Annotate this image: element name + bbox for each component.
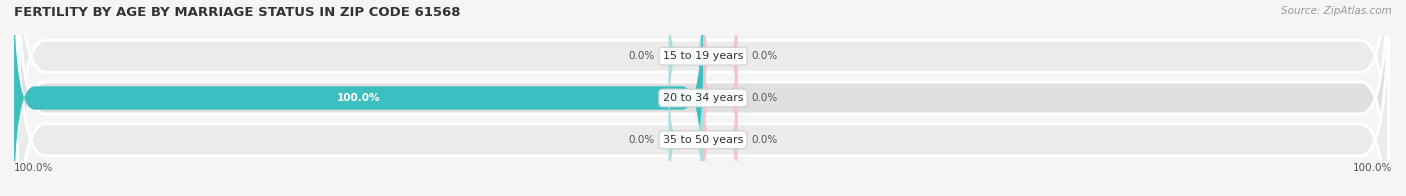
Text: 15 to 19 years: 15 to 19 years	[662, 51, 744, 61]
Text: 20 to 34 years: 20 to 34 years	[662, 93, 744, 103]
Text: 35 to 50 years: 35 to 50 years	[662, 135, 744, 145]
Text: 0.0%: 0.0%	[628, 51, 655, 61]
FancyBboxPatch shape	[669, 64, 703, 196]
FancyBboxPatch shape	[14, 0, 703, 196]
Text: 100.0%: 100.0%	[1353, 163, 1392, 173]
FancyBboxPatch shape	[703, 0, 738, 132]
FancyBboxPatch shape	[17, 0, 1389, 196]
FancyBboxPatch shape	[669, 0, 703, 132]
Text: 100.0%: 100.0%	[14, 163, 53, 173]
Text: 0.0%: 0.0%	[751, 93, 778, 103]
Text: 0.0%: 0.0%	[751, 135, 778, 145]
FancyBboxPatch shape	[17, 0, 1389, 196]
Text: 100.0%: 100.0%	[337, 93, 380, 103]
Text: 0.0%: 0.0%	[751, 51, 778, 61]
FancyBboxPatch shape	[17, 0, 1389, 196]
Text: 0.0%: 0.0%	[628, 135, 655, 145]
FancyBboxPatch shape	[703, 22, 738, 174]
FancyBboxPatch shape	[703, 64, 738, 196]
Text: Source: ZipAtlas.com: Source: ZipAtlas.com	[1281, 6, 1392, 16]
Text: FERTILITY BY AGE BY MARRIAGE STATUS IN ZIP CODE 61568: FERTILITY BY AGE BY MARRIAGE STATUS IN Z…	[14, 6, 461, 19]
